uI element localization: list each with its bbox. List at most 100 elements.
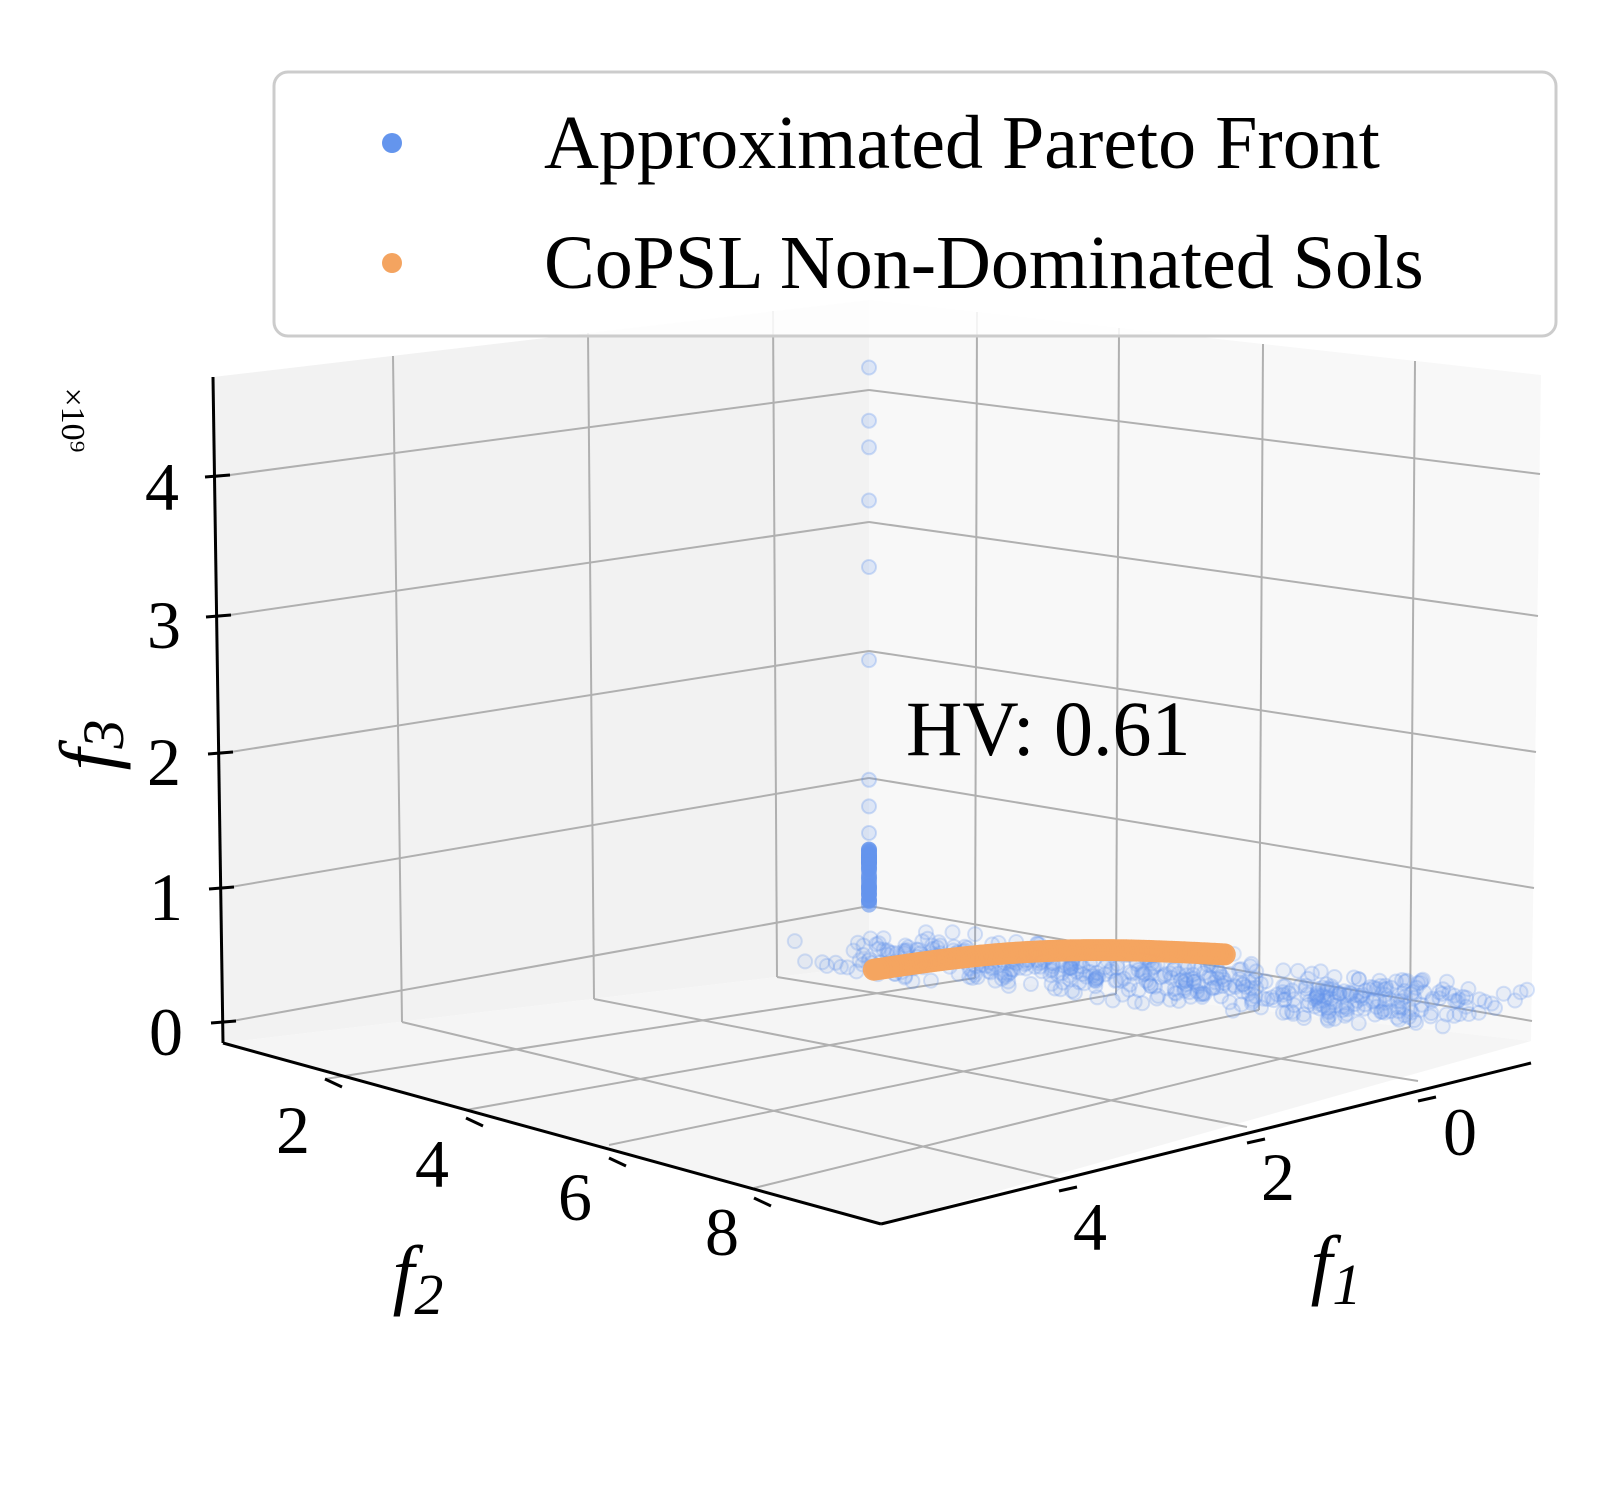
pareto-point (1387, 973, 1404, 990)
pareto-point (967, 926, 984, 943)
pareto-point (996, 967, 1013, 984)
pareto-point (1449, 993, 1466, 1010)
pareto-point (1375, 1001, 1392, 1018)
pareto-point (1201, 968, 1217, 985)
pareto-point (1182, 988, 1199, 1005)
pareto-point (1389, 993, 1406, 1010)
floor-pane (223, 966, 1531, 1224)
pareto-point (1276, 992, 1293, 1009)
z-axis-line (211, 376, 225, 1044)
pareto-point (1396, 1007, 1413, 1024)
pareto-point (1147, 978, 1163, 995)
pareto-point (1049, 966, 1066, 983)
pareto-point (1323, 990, 1340, 1007)
pareto-point (1512, 984, 1529, 1001)
pareto-point (1276, 991, 1293, 1008)
pareto-point (1309, 987, 1326, 1004)
pareto-point (1413, 1001, 1430, 1018)
pareto-point (1342, 986, 1359, 1003)
x-tick-label-0: 0 (1443, 1094, 1477, 1170)
pareto-point (861, 881, 877, 898)
pareto-point (944, 924, 961, 941)
pareto-point (814, 954, 831, 971)
pareto-point (1338, 1005, 1355, 1022)
pareto-point (1162, 965, 1178, 982)
left-pane (213, 300, 869, 1043)
z-tick-label-0: 0 (149, 994, 183, 1070)
pareto-point (1312, 963, 1329, 980)
pareto-point (827, 954, 844, 971)
pareto-point (1382, 1003, 1399, 1020)
pareto-point (1192, 986, 1209, 1003)
pareto-point (1221, 979, 1238, 996)
pareto-point (1377, 994, 1394, 1011)
pareto-point (1286, 997, 1303, 1014)
pareto-point (1156, 966, 1173, 983)
pareto-point (1234, 976, 1251, 993)
pareto-point (1319, 980, 1336, 997)
pareto-point (862, 930, 879, 947)
pareto-point (861, 652, 877, 669)
pareto-point (1088, 973, 1104, 990)
pareto-point (1434, 1018, 1451, 1035)
pareto-point (1172, 972, 1189, 989)
pareto-point (1274, 984, 1291, 1001)
pareto-point (1320, 1012, 1337, 1029)
pareto-point (1235, 976, 1252, 993)
pareto-point (1458, 998, 1475, 1015)
pareto-point (1328, 984, 1345, 1000)
pareto-point (1413, 972, 1430, 989)
pareto-point (1364, 993, 1381, 1010)
pareto-point (1185, 970, 1202, 987)
pareto-point (1458, 989, 1474, 1006)
pareto-point (1316, 992, 1333, 1009)
pareto-point (1368, 998, 1385, 1015)
pareto-point (1170, 992, 1187, 1009)
z-axis-title-subscript: 3 (71, 720, 136, 750)
pareto-point (1142, 978, 1159, 995)
pareto-point (1402, 1000, 1419, 1017)
pareto-point (1089, 989, 1106, 1006)
pareto-point (1438, 973, 1455, 990)
pareto-point (861, 359, 877, 376)
pareto-point (1000, 973, 1017, 990)
pareto-point (1381, 991, 1398, 1008)
pareto-point (1177, 973, 1194, 989)
pareto-point (1398, 972, 1415, 989)
pareto-point (1326, 969, 1343, 985)
pareto-point (797, 953, 814, 970)
pareto-point (1349, 1000, 1366, 1017)
pareto-point (917, 924, 934, 941)
pareto-point (1265, 992, 1282, 1009)
pareto-point (1308, 989, 1325, 1006)
pareto-point (1000, 977, 1017, 994)
pareto-point (1166, 981, 1183, 997)
y-tick-label-8: 8 (705, 1194, 739, 1270)
pareto-point (1033, 963, 1050, 980)
pareto-point (969, 969, 986, 985)
pareto-point (1240, 985, 1257, 1002)
pareto-point (1403, 1004, 1420, 1021)
pareto-point (1346, 996, 1363, 1013)
z-offset-label-text: ×10⁹ (54, 387, 91, 452)
pareto-point (930, 934, 947, 951)
pareto-point (1378, 980, 1395, 997)
legend-box (272, 70, 1558, 338)
pareto-point (1047, 980, 1063, 997)
pareto-point (1309, 986, 1326, 1003)
pareto-point (1126, 993, 1143, 1010)
pareto-point (1310, 981, 1326, 997)
pareto-point (1216, 974, 1233, 991)
pareto-point (1374, 1003, 1390, 1020)
y-tick-label-4: 4 (415, 1126, 449, 1202)
pareto-point (1376, 1004, 1393, 1021)
legend: Approximated Pareto Front CoPSL Non-Domi… (272, 70, 1558, 338)
pareto-point (993, 964, 1010, 981)
pareto-point (1189, 983, 1206, 1000)
pareto-point (1088, 970, 1105, 987)
pareto-point (1424, 990, 1441, 1007)
pareto-point (1205, 979, 1222, 996)
x-axis-line (880, 1061, 1532, 1226)
pareto-point (897, 937, 914, 954)
pareto-point (1053, 965, 1070, 982)
